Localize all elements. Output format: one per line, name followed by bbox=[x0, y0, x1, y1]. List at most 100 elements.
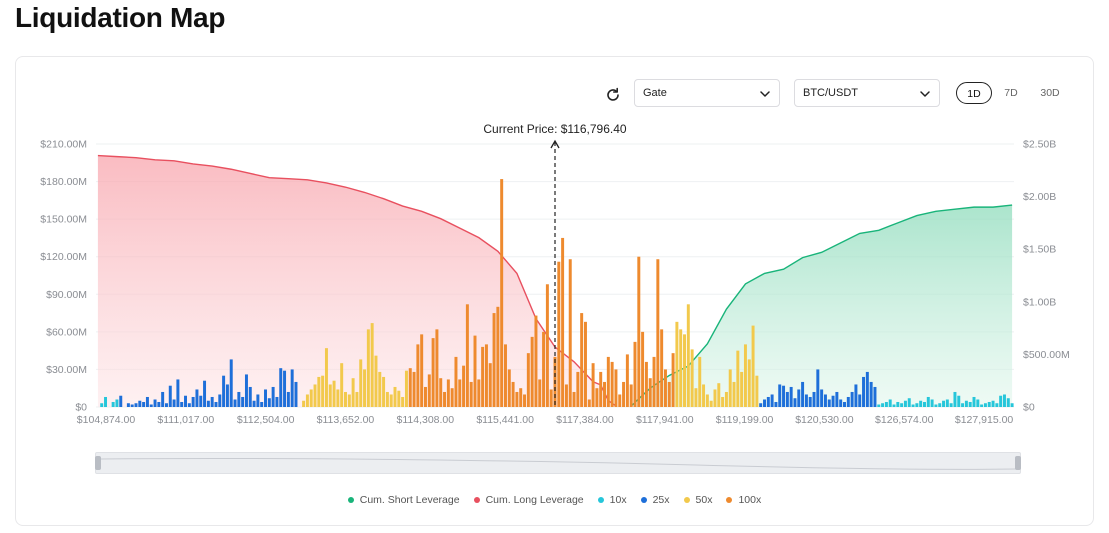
range-slider[interactable] bbox=[95, 452, 1021, 474]
timeframe-30d-tab[interactable]: 30D bbox=[1040, 87, 1060, 99]
liquidation-bar-25x bbox=[256, 394, 260, 407]
liquidation-bar-10x bbox=[915, 403, 919, 407]
liquidation-bar-100x bbox=[568, 259, 572, 407]
liquidation-bar-25x bbox=[184, 395, 187, 407]
x-axis-tick: $126,574.00 bbox=[875, 414, 934, 426]
legend-label: 25x bbox=[652, 494, 670, 506]
legend-label: 50x bbox=[695, 494, 713, 506]
liquidation-bar-100x bbox=[667, 381, 671, 407]
liquidation-bar-100x bbox=[538, 379, 542, 407]
x-axis-tick: $114,308.00 bbox=[396, 414, 454, 426]
x-axis-tick: $115,441.00 bbox=[476, 414, 534, 426]
liquidation-bar-50x bbox=[302, 400, 306, 407]
liquidation-bar-50x bbox=[683, 334, 686, 407]
legend-item-10x[interactable]: 10x bbox=[597, 494, 627, 506]
chart-toolbar: Gate BTC/USDT 1D 7D 30D bbox=[16, 57, 1093, 137]
x-axis-tick: $117,941.00 bbox=[636, 414, 694, 426]
liquidation-bar-10x bbox=[896, 401, 900, 407]
liquidation-bar-100x bbox=[469, 381, 473, 407]
liquidation-bar-100x bbox=[648, 378, 652, 407]
y-axis-left-tick: $180.00M bbox=[40, 176, 87, 188]
exchange-select-value: Gate bbox=[643, 87, 667, 99]
liquidation-bar-10x bbox=[991, 400, 995, 407]
liquidation-bar-25x bbox=[218, 394, 222, 407]
liquidation-bar-100x bbox=[420, 334, 424, 407]
liquidation-bar-25x bbox=[774, 401, 778, 407]
liquidation-bar-25x bbox=[865, 371, 869, 407]
liquidation-bar-50x bbox=[313, 384, 317, 407]
liquidation-bar-50x bbox=[305, 394, 309, 407]
liquidation-bar-10x bbox=[987, 401, 991, 407]
liquidation-bar-25x bbox=[812, 391, 816, 407]
legend-item-25x[interactable]: 25x bbox=[640, 494, 670, 506]
liquidation-bar-25x bbox=[843, 401, 846, 407]
timeframe-7d-tab[interactable]: 7D bbox=[1004, 87, 1018, 99]
liquidation-bar-25x bbox=[873, 386, 877, 407]
liquidation-bar-100x bbox=[443, 391, 447, 407]
liquidation-bar-10x bbox=[907, 398, 911, 407]
chevron-down-icon bbox=[920, 91, 930, 97]
liquidation-bar-100x bbox=[660, 329, 664, 407]
liquidation-bar-25x bbox=[759, 403, 763, 407]
range-slider-left-handle[interactable] bbox=[95, 456, 101, 470]
y-axis-left-tick: $90.00M bbox=[46, 289, 87, 301]
legend-item-cum-long[interactable]: Cum. Long Leverage bbox=[473, 494, 584, 506]
liquidation-bar-50x bbox=[679, 329, 683, 407]
liquidation-bar-10x bbox=[968, 401, 972, 407]
liquidation-bar-50x bbox=[747, 359, 751, 407]
liquidation-bar-100x bbox=[618, 394, 622, 407]
liquidation-bar-25x bbox=[294, 381, 298, 407]
liquidation-bar-10x bbox=[1006, 398, 1010, 407]
liquidation-bar-100x bbox=[591, 363, 595, 407]
x-axis-tick: $112,504.00 bbox=[237, 414, 295, 426]
liquidation-bar-25x bbox=[862, 376, 866, 407]
liquidation-bar-50x bbox=[389, 394, 393, 407]
liquidation-bar-50x bbox=[713, 389, 717, 407]
liquidation-bar-10x bbox=[892, 404, 896, 407]
x-axis-tick: $117,384.00 bbox=[556, 414, 614, 426]
liquidation-bar-25x bbox=[283, 370, 287, 407]
liquidation-bar-25x bbox=[229, 359, 233, 407]
liquidation-bar-100x bbox=[641, 331, 645, 407]
liquidation-bar-10x bbox=[942, 400, 946, 407]
liquidation-bar-25x bbox=[782, 385, 786, 407]
liquidation-bar-50x bbox=[340, 363, 344, 407]
liquidation-bar-25x bbox=[839, 399, 843, 407]
liquidation-bar-100x bbox=[599, 371, 603, 407]
liquidation-bar-50x bbox=[374, 355, 378, 407]
liquidation-bar-25x bbox=[260, 401, 264, 407]
liquidation-bar-100x bbox=[530, 336, 534, 407]
y-axis-left-tick: $150.00M bbox=[40, 214, 87, 226]
liquidation-bar-100x bbox=[435, 329, 439, 407]
refresh-button[interactable] bbox=[602, 84, 624, 106]
timeframe-1d-tab[interactable]: 1D bbox=[956, 82, 992, 104]
liquidation-bar-100x bbox=[500, 179, 504, 407]
liquidation-bar-25x bbox=[161, 391, 165, 407]
liquidation-bar-100x bbox=[534, 315, 538, 407]
liquidation-bar-50x bbox=[732, 381, 736, 407]
liquidation-bar-50x bbox=[717, 383, 721, 407]
liquidation-bar-50x bbox=[675, 321, 679, 407]
liquidation-bar-100x bbox=[663, 369, 667, 407]
liquidation-bar-25x bbox=[149, 404, 153, 407]
exchange-select[interactable]: Gate bbox=[634, 79, 780, 107]
x-axis-tick: $104,874.00 bbox=[77, 414, 136, 426]
legend-item-50x[interactable]: 50x bbox=[683, 494, 713, 506]
liquidation-bar-50x bbox=[705, 394, 709, 407]
liquidation-bar-25x bbox=[153, 399, 157, 407]
liquidation-bar-100x bbox=[519, 388, 523, 407]
x-axis-tick: $127,915.00 bbox=[955, 414, 1014, 426]
range-slider-right-handle[interactable] bbox=[1015, 456, 1021, 470]
liquidation-bar-50x bbox=[336, 389, 340, 407]
legend-item-cum-short[interactable]: Cum. Short Leverage bbox=[347, 494, 460, 506]
liquidation-bar-100x bbox=[633, 341, 637, 407]
pair-select[interactable]: BTC/USDT bbox=[794, 79, 940, 107]
y-axis-right-tick: $0 bbox=[1023, 402, 1035, 414]
liquidation-bar-100x bbox=[427, 374, 431, 407]
liquidation-bar-10x bbox=[957, 395, 961, 407]
liquidation-bar-50x bbox=[740, 371, 744, 407]
x-axis-tick: $111,017.00 bbox=[157, 414, 214, 426]
liquidation-chart: $0 $30.00M $60.00M $90.00M $120.00M $150.00M $… bbox=[40, 122, 1069, 426]
liquidation-bar-100x bbox=[504, 344, 507, 407]
legend-item-100x[interactable]: 100x bbox=[726, 494, 761, 506]
